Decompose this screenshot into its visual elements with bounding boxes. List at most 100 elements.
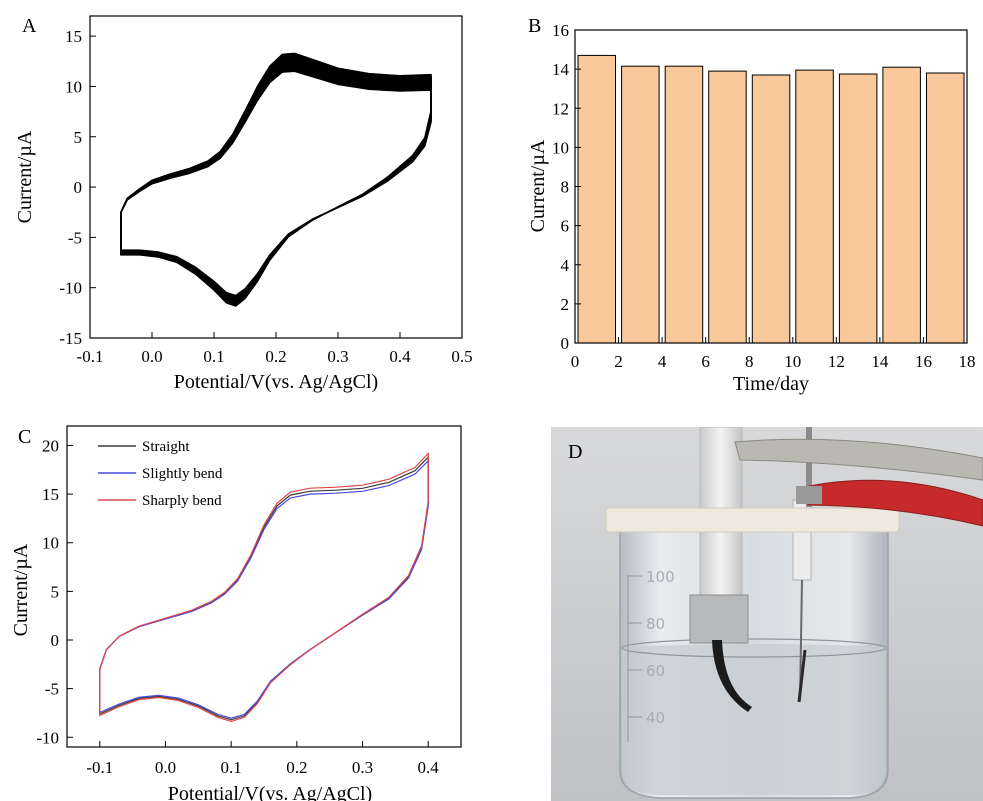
panel-a-chart: A -0.1 0.0 0.1 0.2 0.3 0.4 0.5 -15-10-5051015 …	[14, 15, 473, 393]
panel-c-y-tick-label: 0	[51, 631, 60, 650]
panel-c-y-tick-label: -10	[36, 728, 59, 747]
panel-c-series-line	[99, 451, 429, 723]
panel-b-x-tick-label: 8	[745, 352, 754, 371]
panel-c-legend-label: Slightly bend	[142, 466, 223, 482]
panel-b-bar	[577, 54, 616, 344]
panel-b-y-tick-label: 10	[552, 138, 569, 157]
panel-c-x-ticks: -0.1 0.0 0.1 0.2 0.3 0.4	[86, 741, 439, 777]
panel-a-y-tick-label: -5	[68, 228, 82, 247]
panel-a-y-ticks: -15 -10 -5 0 5 10 15	[59, 27, 96, 348]
panel-a-letter: A	[22, 15, 37, 37]
panel-c-x-tick-label: 0.4	[418, 758, 440, 777]
beaker-lid	[605, 507, 900, 533]
panel-a-x-tick-label: 0.3	[327, 347, 348, 366]
panel-c-y-axis-label: Current/µA	[10, 543, 32, 636]
panel-a-x-tick-label: 0.4	[389, 347, 411, 366]
panel-b-x-ticks: 0 2 4 6 8 10 12 14 16 18	[571, 337, 976, 371]
panel-c-x-tick-label: -0.1	[86, 758, 113, 777]
panel-b-bar	[926, 72, 965, 344]
panel-b-bar	[664, 65, 704, 344]
beaker-graduation-label: 80	[646, 615, 665, 633]
clip-jaw-metal	[796, 486, 822, 504]
beaker-graduation-label: 40	[646, 709, 665, 727]
panel-b-y-tick-label: 0	[561, 334, 570, 353]
panel-b-bar	[882, 66, 921, 344]
beaker-graduation-label: 60	[646, 662, 665, 680]
panel-c-y-tick-label: 20	[42, 436, 59, 455]
panel-a-cv-cycle	[120, 52, 432, 307]
panel-a-x-axis-label: Potential/V(vs. Ag/AgCl)	[174, 371, 378, 393]
panel-b-y-axis-label: Current/µA	[527, 139, 549, 232]
beaker-graduation-label: 100	[646, 568, 675, 586]
panel-a-y-tick-label: -15	[59, 329, 82, 348]
panel-b-y-tick-label: 6	[561, 217, 570, 236]
panel-a-y-tick-label: 5	[74, 128, 83, 147]
panel-c-x-tick-label: 0.3	[352, 758, 373, 777]
panel-b-bar	[751, 74, 791, 344]
panel-b-x-tick-label: 2	[614, 352, 623, 371]
panel-b-x-tick-label: 14	[871, 352, 889, 371]
panel-a-y-axis-label: Current/µA	[14, 130, 36, 223]
panel-b-y-tick-label: 2	[561, 295, 570, 314]
panel-c-y-tick-label: 5	[51, 582, 60, 601]
panel-c-x-axis-label: Potential/V(vs. Ag/AgCl)	[168, 783, 372, 801]
panel-c-plot-frame	[66, 425, 462, 748]
panel-b-bar	[838, 73, 878, 344]
panel-c-y-tick-label: 10	[42, 534, 59, 553]
panel-b-bar	[795, 69, 834, 344]
panel-b-chart: B 0 2 4 6 8 10 12 14 16 18 0 2 4 6 8 10 12 14 16 Time/day…	[527, 15, 976, 395]
panel-b-x-tick-label: 10	[784, 352, 801, 371]
panel-b-y-ticks: 0 2 4 6 8 10 12 14 16	[552, 21, 581, 353]
panel-b-x-tick-label: 6	[701, 352, 710, 371]
panel-c-y-ticks: -10 -5 0 5 10 15 20	[36, 436, 73, 747]
panel-c-y-tick-label: -5	[45, 680, 59, 699]
panel-b-x-tick-label: 18	[959, 352, 976, 371]
panel-a-x-tick-label: 0.5	[451, 347, 472, 366]
beaker-graduation-marks: 100 80 60 40	[628, 568, 675, 727]
panel-a-x-tick-label: 0.1	[203, 347, 224, 366]
panel-c-y-tick-label: 15	[42, 485, 59, 504]
panel-a-x-ticks: -0.1 0.0 0.1 0.2 0.3 0.4 0.5	[77, 332, 473, 366]
panel-c-legend-label: Straight	[142, 439, 190, 455]
panel-b-letter: B	[528, 15, 541, 37]
panel-b-y-tick-label: 4	[561, 256, 570, 275]
panel-b-y-tick-label: 12	[552, 99, 569, 118]
panel-b-y-tick-label: 8	[561, 178, 570, 197]
panel-b-x-tick-label: 0	[571, 352, 580, 371]
panel-c-x-tick-label: 0.2	[286, 758, 307, 777]
panel-a-cv-curves	[120, 52, 432, 307]
panel-b-x-tick-label: 12	[828, 352, 845, 371]
panel-b-x-tick-label: 4	[658, 352, 667, 371]
panel-a-y-tick-label: 15	[65, 27, 82, 46]
metal-rod-right	[806, 427, 812, 507]
panel-c-series-line	[99, 459, 429, 719]
dark-electrode-tip	[797, 649, 807, 703]
panel-a-y-tick-label: 10	[65, 77, 82, 96]
panel-c-x-tick-label: 0.1	[221, 758, 242, 777]
panel-c-chart: C -0.1 0.0 0.1 0.2 0.3 0.4 -10 -5 0 5 10 15 20 Stra…	[10, 425, 462, 801]
panel-b-bar	[621, 65, 660, 344]
panel-c-cv-curves	[99, 451, 429, 723]
liquid-surface	[621, 638, 887, 658]
panel-b-bars	[577, 54, 965, 344]
panel-b-x-tick-label: 16	[915, 352, 932, 371]
panel-a-x-tick-label: 0.0	[141, 347, 162, 366]
panel-d-photo: 100 80 60 40 D	[551, 427, 983, 801]
flexible-electrode-strip	[712, 640, 752, 712]
gray-alligator-clip	[734, 438, 983, 481]
panel-a-x-tick-label: 0.2	[265, 347, 286, 366]
panel-d-letter: D	[568, 441, 582, 463]
panel-b-y-tick-label: 14	[552, 60, 570, 79]
panel-a-y-tick-label: -10	[59, 279, 82, 298]
panel-c-legend: Straight Slightly bend Sharply bend	[98, 439, 223, 509]
panel-c-legend-label: Sharply bend	[142, 493, 222, 509]
beaker-liquid	[622, 644, 886, 795]
electrode-holder-clip	[689, 594, 749, 644]
panel-b-y-tick-label: 16	[552, 21, 569, 40]
panel-b-bar	[708, 70, 747, 344]
panel-c-letter: C	[18, 426, 31, 448]
panel-b-x-axis-label: Time/day	[733, 373, 809, 395]
panel-a-y-tick-label: 0	[74, 178, 83, 197]
red-alligator-clip	[799, 479, 983, 527]
